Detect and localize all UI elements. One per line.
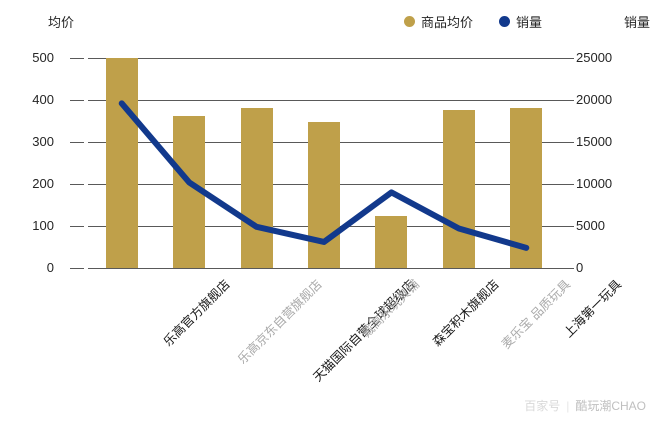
watermark: 百家号 | 酷玩潮CHAO — [524, 397, 646, 414]
left-axis-title: 均价 — [48, 15, 75, 30]
bar — [173, 115, 206, 268]
bar — [240, 107, 273, 268]
x-axis-label: 乐高京东自营旗舰店 — [235, 277, 325, 367]
left-tick-mark — [70, 184, 84, 185]
right-tick-label: 15000 — [576, 134, 613, 149]
left-tick-label: 300 — [32, 134, 54, 149]
right-tick-label: 25000 — [576, 50, 613, 65]
legend-item-label: 商品均价 — [421, 15, 474, 30]
right-tick-label: 5000 — [576, 218, 605, 233]
left-tick-label: 100 — [32, 218, 54, 233]
legend-marker-icon — [499, 16, 511, 27]
legend-item-2[interactable]: 销量 — [499, 12, 542, 31]
right-tick-mark — [560, 268, 574, 269]
left-tick-label: 200 — [32, 176, 54, 191]
left-tick-label: 400 — [32, 92, 54, 107]
x-axis-category-labels: 乐高官方旗舰店 乐高京东自营旗舰店 天猫国际自营全球超级店 戴高乐玩具铺 森宝积木旗舰店… — [0, 272, 660, 402]
right-tick-mark — [560, 142, 574, 143]
gridline — [88, 58, 560, 59]
left-tick-mark — [70, 58, 84, 59]
bar — [308, 122, 340, 268]
right-tick-mark — [560, 58, 574, 59]
right-tick-label: 20000 — [576, 92, 613, 107]
gridline — [88, 268, 560, 269]
bar — [105, 58, 138, 268]
right-axis-title: 销量 — [623, 15, 650, 30]
x-axis-label: 麦乐宝 品质玩具 — [498, 277, 574, 352]
gridline — [88, 100, 560, 101]
watermark-brand: 酷玩潮CHAO — [575, 399, 646, 413]
watermark-separator: | — [566, 398, 570, 413]
right-tick-mark — [560, 100, 574, 101]
left-tick-mark — [70, 142, 84, 143]
right-tick-label: 0 — [576, 260, 584, 275]
right-tick-mark — [560, 184, 574, 185]
chart-legend: 商品均价 销量 — [404, 12, 542, 31]
legend-item-1[interactable]: 商品均价 — [404, 12, 473, 31]
left-tick-label: 500 — [32, 50, 54, 65]
legend-item-label: 销量 — [516, 15, 543, 30]
left-tick-mark — [70, 100, 84, 101]
plot-area — [88, 58, 560, 269]
watermark-source: 百家号 — [524, 399, 561, 413]
bar — [442, 110, 475, 268]
right-tick-label: 10000 — [576, 176, 613, 191]
x-axis-label: 戴高乐玩具铺 — [359, 277, 423, 341]
right-tick-mark — [560, 226, 574, 227]
left-tick-mark — [70, 268, 84, 269]
bar — [375, 215, 408, 268]
left-tick-mark — [70, 226, 84, 227]
legend-marker-icon — [404, 16, 415, 27]
x-axis-label: 乐高官方旗舰店 — [160, 277, 233, 350]
left-tick-label: 0 — [46, 260, 54, 275]
x-axis-label: 森宝积木旗舰店 — [430, 277, 503, 350]
bar — [510, 107, 543, 268]
